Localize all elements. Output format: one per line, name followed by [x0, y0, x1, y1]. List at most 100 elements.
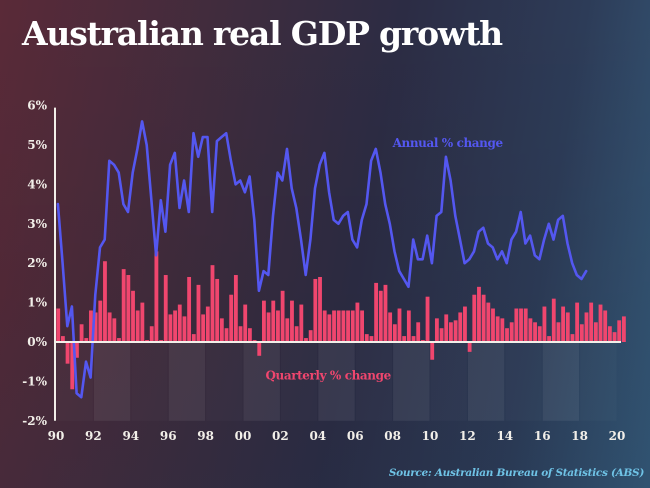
quarterly-bar	[341, 310, 346, 342]
quarterly-bar	[477, 286, 481, 342]
quarterly-bar	[93, 312, 98, 342]
y-tick-label: -1%	[22, 374, 47, 388]
quarterly-bar	[135, 310, 140, 342]
quarterly-bar	[617, 320, 622, 342]
quarterly-bar	[126, 275, 131, 342]
annual-series-label: Annual % change	[392, 136, 504, 150]
background-band	[542, 342, 580, 421]
quarterly-bar	[519, 308, 523, 342]
x-tick-label: 00	[235, 429, 252, 443]
quarterly-bar	[308, 330, 313, 342]
background-band	[168, 342, 206, 421]
quarterly-bar	[575, 302, 580, 342]
x-tick-label: 08	[384, 429, 401, 443]
quarterly-bar	[355, 302, 360, 342]
quarterly-bar	[547, 336, 552, 342]
quarterly-bar	[463, 306, 467, 342]
quarterly-bar	[416, 322, 421, 342]
quarterly-bar	[177, 304, 182, 342]
quarterly-bar	[336, 310, 341, 342]
quarterly-bar	[481, 294, 486, 342]
quarterly-bar	[182, 316, 187, 342]
quarterly-bar	[607, 326, 612, 342]
quarterly-bar	[107, 312, 112, 342]
quarterly-bar	[434, 318, 439, 342]
x-tick-label: 14	[496, 429, 513, 443]
quarterly-bar	[378, 290, 383, 342]
quarterly-bar	[458, 312, 463, 342]
quarterly-bar	[495, 316, 500, 342]
quarterly-bar	[280, 290, 285, 342]
background-band	[467, 342, 505, 421]
quarterly-bar	[196, 284, 201, 342]
quarterly-bar	[140, 302, 145, 342]
quarterly-bar	[425, 296, 430, 342]
quarterly-bar	[299, 304, 304, 342]
quarterly-bar	[533, 322, 537, 342]
x-tick-label: 90	[48, 429, 65, 443]
quarterly-bar	[327, 314, 332, 342]
x-tick-label: 18	[571, 429, 588, 443]
quarterly-bar	[60, 336, 65, 342]
quarterly-bar	[350, 310, 355, 342]
quarterly-bar	[238, 326, 243, 342]
y-tick-label: 1%	[27, 296, 47, 310]
source-note: Source: Australian Bureau of Statistics …	[388, 467, 644, 479]
quarterly-bar	[383, 284, 388, 342]
quarterly-bar	[294, 326, 299, 342]
x-tick-label: 92	[85, 429, 102, 443]
quarterly-bar	[121, 269, 126, 342]
quarterly-bar	[290, 300, 294, 342]
quarterly-bar	[210, 265, 215, 342]
background-band	[243, 342, 280, 421]
quarterly-bar	[187, 276, 192, 342]
quarterly-bar	[486, 302, 491, 342]
quarterly-bar	[149, 326, 154, 342]
y-tick-label: 4%	[27, 177, 47, 191]
quarterly-bar	[444, 314, 449, 342]
quarterly-bar	[163, 275, 168, 342]
quarterly-bar	[584, 312, 589, 342]
quarterly-bar	[392, 324, 397, 342]
quarterly-bar	[439, 328, 444, 342]
quarterly-bar	[369, 336, 374, 342]
quarterly-bar	[219, 318, 224, 342]
quarterly-bar	[285, 318, 290, 342]
quarterly-bar	[215, 278, 220, 342]
quarterly-bar	[247, 328, 252, 342]
y-tick-label: 2%	[27, 256, 47, 270]
quarterly-bar	[603, 310, 608, 342]
quarterly-bar	[514, 308, 519, 342]
quarterly-bar	[402, 336, 407, 342]
background-band	[393, 342, 430, 421]
x-tick-label: 10	[422, 429, 439, 443]
x-tick-label: 94	[122, 429, 139, 443]
quarterly-bar	[509, 322, 514, 342]
background-bands	[93, 342, 616, 421]
quarterly-bar	[556, 322, 561, 342]
quarterly-bar	[79, 324, 84, 342]
background-band	[505, 342, 541, 421]
background-band	[93, 342, 131, 421]
x-tick-label: 04	[309, 429, 326, 443]
quarterly-bar	[388, 312, 393, 342]
quarterly-bar	[467, 342, 472, 352]
y-tick-label: 5%	[27, 138, 47, 152]
quarterly-bar	[117, 338, 121, 342]
quarterly-bar	[168, 314, 173, 342]
quarterly-bar	[523, 308, 528, 342]
quarterly-bar	[70, 342, 75, 390]
quarterly-bar	[449, 322, 453, 342]
quarterly-bar	[593, 322, 598, 342]
quarterly-bar	[612, 332, 617, 342]
quarterly-bar	[570, 334, 575, 342]
background-band	[580, 342, 616, 421]
quarterly-bar	[332, 310, 336, 342]
quarterly-bar	[406, 310, 411, 342]
quarterly-bar	[565, 312, 570, 342]
quarterly-bar	[103, 261, 107, 342]
chart-title: Australian real GDP growth	[22, 14, 503, 53]
y-tick-label: 6%	[27, 99, 47, 113]
x-tick-label: 12	[459, 429, 476, 443]
background-band	[318, 342, 355, 421]
